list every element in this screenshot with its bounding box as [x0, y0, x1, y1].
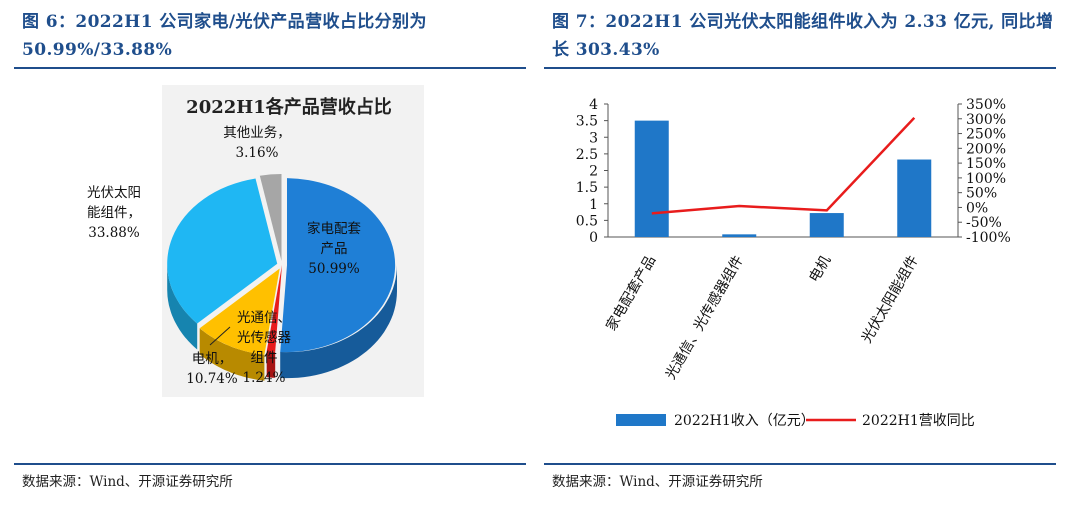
slice-label-other: 3.16% — [236, 145, 279, 161]
leader-line — [209, 326, 231, 346]
pie-slice-side — [167, 263, 198, 350]
slice-label-pv: 光伏太阳 — [87, 185, 141, 201]
slice-label-optical: 光传感器 — [237, 329, 291, 346]
category-label: 家电配套产品 — [602, 253, 659, 334]
slice-label-appliance: 家电配套 — [307, 220, 361, 237]
slice-label-motor: 电机， — [192, 351, 233, 367]
right-tick-label: 250% — [966, 127, 1006, 143]
slice-label-appliance: 50.99% — [308, 261, 360, 277]
slice-label-optical: 1.24% — [243, 370, 286, 386]
left-tick-label: 3 — [589, 130, 598, 146]
figure-6-source: 数据来源：Wind、开源证券研究所 — [22, 474, 233, 490]
right-tick-label: -100% — [966, 230, 1011, 246]
category-label: 光伏太阳能组件 — [859, 253, 922, 346]
right-tick-label: 200% — [966, 141, 1006, 157]
pie-slice — [266, 265, 282, 352]
top-rule — [14, 67, 526, 69]
left-tick-label: 0 — [589, 230, 598, 246]
figure-7-title: 图 7：2022H1 公司光伏太阳能组件收入为 2.33 亿元, 同比增长 30… — [552, 12, 1054, 60]
pie-slice-side — [199, 328, 265, 381]
yoy-line — [651, 116, 916, 215]
slice-label-motor: 10.74% — [186, 371, 238, 387]
pie-title: 2022H1各产品营收占比 — [186, 96, 392, 118]
figure-7-source: 数据来源：Wind、开源证券研究所 — [552, 474, 763, 490]
right-tick-label: 100% — [966, 171, 1006, 187]
left-tick-label: 1 — [589, 197, 598, 213]
right-tick-label: -50% — [966, 215, 1002, 231]
left-tick-label: 4 — [589, 97, 598, 113]
pie-slice — [259, 174, 282, 262]
right-tick-label: 300% — [966, 112, 1006, 128]
pie-slice-side — [266, 351, 276, 378]
top-rule — [544, 67, 1056, 69]
bar — [634, 120, 669, 237]
bar — [809, 213, 844, 237]
left-tick-label: 0.5 — [576, 213, 598, 229]
slice-label-pv: 33.88% — [88, 225, 140, 241]
right-tick-label: 0% — [966, 200, 988, 216]
legend-line-label: 2022H1营收同比 — [862, 413, 975, 429]
pie-slice-side — [280, 265, 397, 379]
bar — [722, 234, 757, 237]
category-label: 电机 — [806, 253, 834, 285]
figure-6-title: 图 6：2022H1 公司家电/光伏产品营收占比分别为 50.99%/33.88… — [22, 12, 427, 60]
slice-label-optical: 光通信、 — [237, 310, 291, 326]
left-tick-label: 3.5 — [576, 114, 598, 130]
pie-slice — [280, 178, 396, 353]
category-label: 光通信、光传感器组件 — [662, 253, 747, 383]
left-tick-label: 2.5 — [576, 147, 598, 163]
left-tick-label: 1.5 — [576, 180, 598, 196]
bottom-rule — [544, 463, 1056, 465]
slice-label-other: 其他业务， — [223, 125, 291, 141]
pie-slice — [199, 268, 280, 355]
right-tick-label: 150% — [966, 156, 1006, 172]
legend-bar-label: 2022H1收入（亿元） — [674, 413, 815, 429]
right-tick-label: 350% — [966, 97, 1006, 113]
pie-slice — [167, 178, 278, 324]
slice-label-pv: 能组件， — [87, 205, 141, 221]
slice-label-optical: 组件 — [251, 350, 278, 366]
right-tick-label: 50% — [966, 186, 997, 202]
legend-bar-swatch — [616, 414, 666, 426]
left-tick-label: 2 — [589, 164, 598, 180]
bottom-rule — [14, 463, 526, 465]
slice-label-appliance: 产品 — [321, 241, 348, 257]
bar — [897, 159, 932, 237]
bar-line-chart: 00.511.522.533.54-100%-50%0%50%100%150%2… — [576, 97, 1011, 429]
